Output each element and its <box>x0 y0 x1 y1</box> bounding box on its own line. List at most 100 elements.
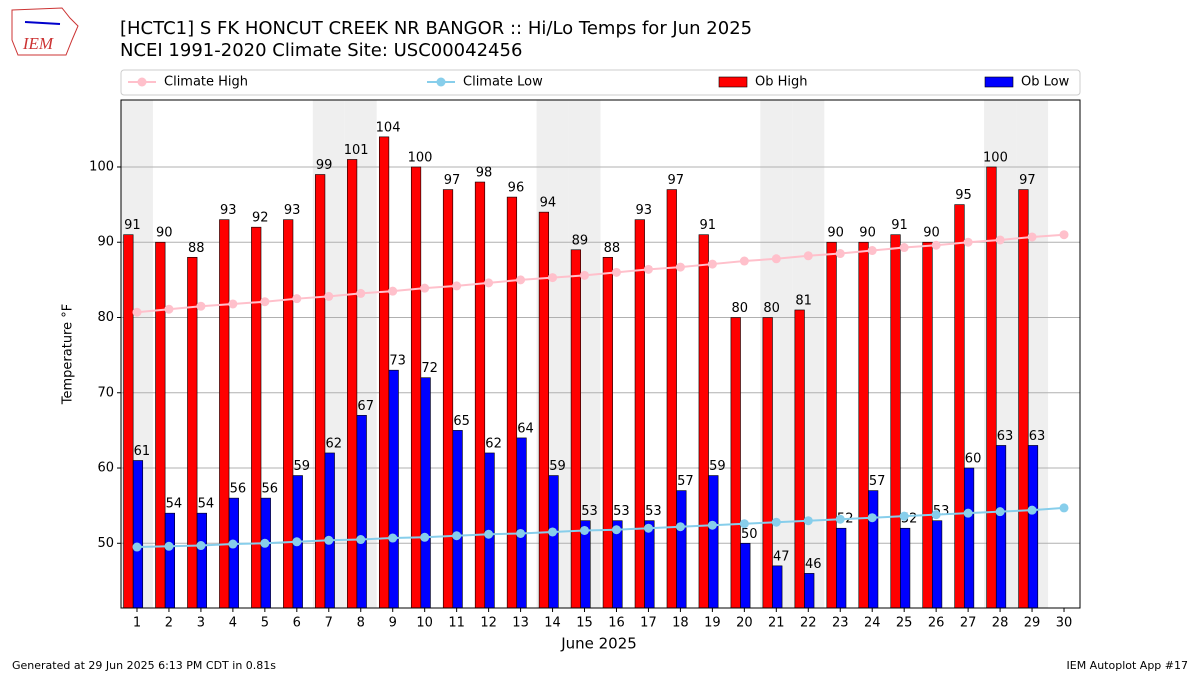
line <box>136 233 1065 314</box>
chart-subtitle: NCEI 1991-2020 Climate Site: USC00042456 <box>120 40 522 61</box>
line-marker <box>707 259 717 269</box>
bar-value-label: 46 <box>805 557 822 572</box>
chart-title: [HCTC1] S FK HONCUT CREEK NR BANGOR :: H… <box>120 18 752 39</box>
bar <box>986 166 997 609</box>
x-tick-label: 2 <box>165 616 173 631</box>
bar-value-label: 96 <box>508 181 525 196</box>
bar-value-label: 101 <box>344 143 369 158</box>
bar-value-label: 57 <box>677 474 694 489</box>
bar-value-label: 100 <box>983 150 1008 165</box>
x-tick-label: 12 <box>480 616 497 631</box>
bar <box>676 490 687 609</box>
x-tick-label: 7 <box>325 616 333 631</box>
logo: IEM <box>11 7 79 56</box>
legend-swatch <box>718 76 748 88</box>
x-tick-label: 29 <box>1024 616 1041 631</box>
bar-value-label: 63 <box>1029 429 1046 444</box>
y-tick-label: 90 <box>97 235 114 250</box>
line-marker <box>931 240 941 250</box>
line-marker <box>292 537 302 547</box>
x-tick-label: 9 <box>389 616 397 631</box>
line-marker <box>803 516 813 526</box>
x-tick-label: 26 <box>928 616 945 631</box>
legend-label: Ob Low <box>1021 75 1070 90</box>
bar <box>506 196 518 609</box>
bar-value-label: 91 <box>891 218 908 233</box>
line-marker <box>420 532 430 542</box>
y-tick-label: 80 <box>97 310 114 325</box>
bar-value-label: 54 <box>166 497 183 512</box>
bar-value-label: 67 <box>357 399 374 414</box>
line-marker <box>580 270 590 280</box>
bar <box>730 317 741 609</box>
x-tick-label: 5 <box>261 616 269 631</box>
bar-value-label: 97 <box>1019 173 1036 188</box>
x-tick-label: 8 <box>357 616 365 631</box>
bar <box>602 256 613 609</box>
bar-value-label: 59 <box>709 459 726 474</box>
bar <box>251 226 262 609</box>
bar-value-label: 57 <box>869 474 886 489</box>
bar-value-label: 59 <box>294 459 311 474</box>
logo-outline <box>11 7 79 56</box>
line-marker <box>995 235 1005 245</box>
line-marker <box>548 527 558 537</box>
bar-value-label: 90 <box>156 226 173 241</box>
bar-value-label: 81 <box>795 293 812 308</box>
x-tick-label: 1 <box>133 616 141 631</box>
line-marker <box>388 286 398 296</box>
line-marker <box>1027 505 1037 515</box>
x-tick-label: 17 <box>640 616 657 631</box>
bar <box>995 445 1007 609</box>
line-marker <box>1027 232 1037 242</box>
x-tick-label: 23 <box>832 616 849 631</box>
bar-value-label: 72 <box>421 361 438 376</box>
bar <box>868 490 879 609</box>
bar-value-label: 100 <box>408 150 433 165</box>
line-marker <box>420 283 430 293</box>
bar <box>123 234 134 609</box>
bar <box>740 542 751 609</box>
bar <box>260 497 271 609</box>
bar-value-label: 97 <box>444 173 461 188</box>
line-marker <box>675 522 685 532</box>
line-marker <box>963 508 973 518</box>
y-tick-label: 70 <box>97 385 114 400</box>
bar <box>794 309 805 609</box>
bar <box>164 512 176 609</box>
bar-value-label: 62 <box>485 436 502 451</box>
bar <box>804 573 815 609</box>
bar <box>410 166 422 609</box>
line-marker <box>611 525 621 535</box>
bar-value-label: 104 <box>376 120 401 135</box>
bar-value-label: 93 <box>284 203 301 218</box>
bar <box>858 241 869 609</box>
bar-value-label: 90 <box>827 226 844 241</box>
legend-label: Climate Low <box>463 75 543 90</box>
logo-text: IEM <box>22 34 54 53</box>
line-marker <box>228 299 238 309</box>
bar <box>1027 445 1039 609</box>
line-marker <box>1059 230 1069 240</box>
bar-value-label: 65 <box>453 414 470 429</box>
bar-value-label: 61 <box>134 444 151 459</box>
line-marker <box>484 278 494 288</box>
bar-value-label: 92 <box>252 211 269 226</box>
bar <box>644 520 655 609</box>
bar <box>698 234 709 609</box>
bar <box>708 475 719 609</box>
bar-value-label: 94 <box>540 196 557 211</box>
bar <box>548 475 559 609</box>
line-marker <box>292 294 302 304</box>
bar-value-label: 53 <box>645 504 662 519</box>
line-marker <box>771 517 781 527</box>
x-tick-label: 3 <box>197 616 205 631</box>
footer-right: IEM Autoplot App #17 <box>1067 659 1189 672</box>
x-tick-label: 24 <box>864 616 881 631</box>
line-marker <box>643 264 653 274</box>
line-marker <box>931 510 941 520</box>
bar <box>890 234 901 609</box>
y-tick-label: 100 <box>89 159 114 174</box>
legend-swatch <box>984 76 1014 88</box>
bar <box>442 189 454 609</box>
